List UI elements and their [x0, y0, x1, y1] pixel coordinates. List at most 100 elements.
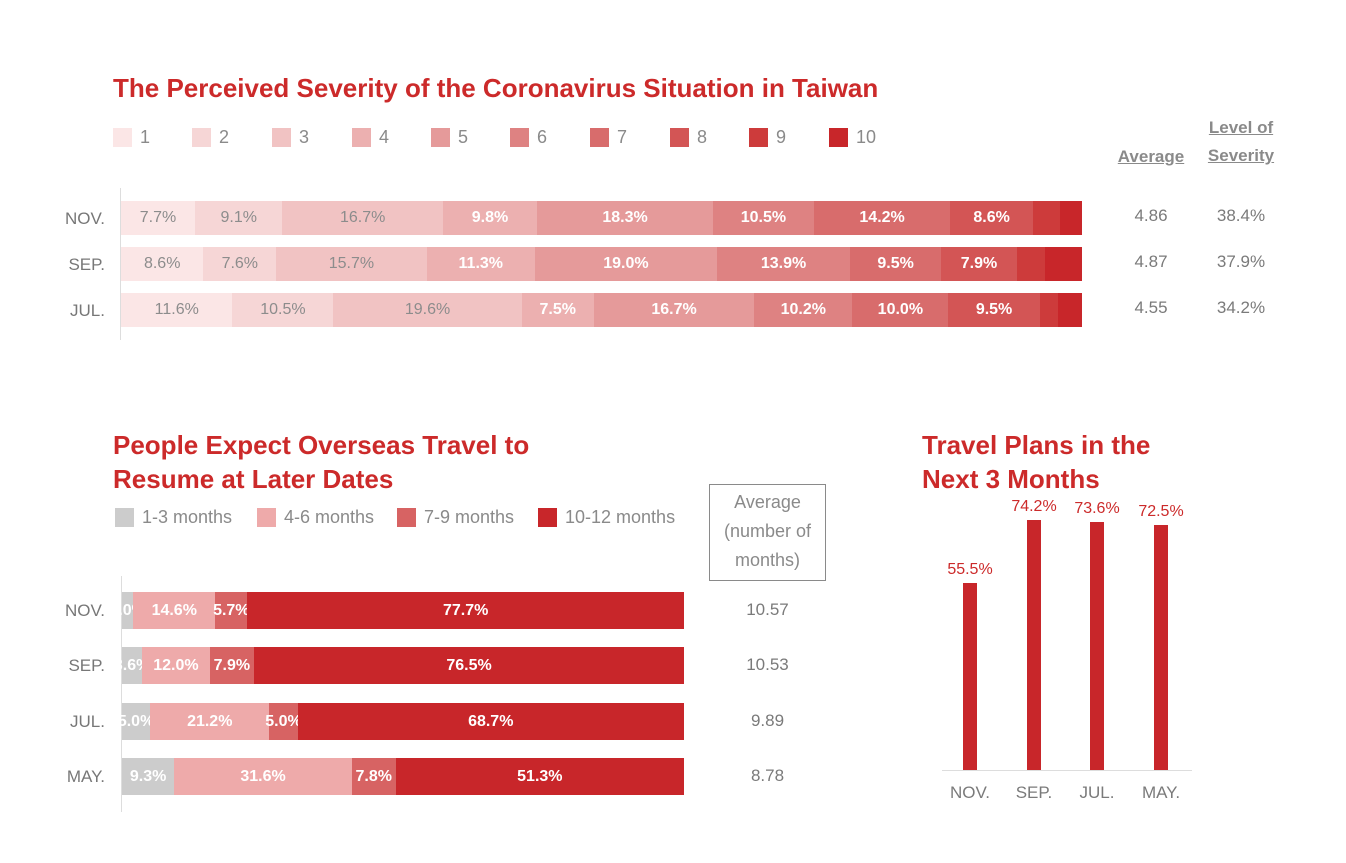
severity-bar-segment-2: 10.5% [232, 293, 334, 327]
severity-level-value: 38.4% [1216, 206, 1266, 225]
severity-average-value: 4.86 [1134, 206, 1168, 225]
plans-baseline [942, 770, 1192, 771]
plans-bar [1027, 519, 1041, 770]
severity-legend-swatch [670, 128, 689, 147]
overseas-legend-label: 7-9 months [424, 507, 515, 527]
severity-bar-segment-10 [1057, 293, 1082, 327]
severity-average-value: 4.55 [1134, 298, 1168, 317]
severity-legend-swatch [352, 128, 371, 147]
overseas-legend-item: 1-3 months [115, 507, 232, 528]
severity-legend-item-4: 4 [352, 127, 389, 148]
overseas-bar-segment: 68.7% [297, 703, 684, 740]
severity-bar-segment-10 [1044, 247, 1082, 281]
severity-legend-label: 9 [776, 127, 787, 147]
severity-bar-segment-2: 7.6% [203, 247, 277, 281]
overseas-average-value: 10.53 [746, 655, 789, 674]
overseas-bar-segment: 7.9% [209, 647, 255, 684]
severity-legend-swatch [192, 128, 211, 147]
severity-bar-segment-8: 8.6% [950, 201, 1033, 235]
overseas-row-label: JUL. [70, 712, 105, 731]
overseas-average-value: 9.89 [750, 711, 785, 730]
severity-bar-segment-8: 7.9% [941, 247, 1017, 281]
plans-category-label: JUL. [1079, 783, 1115, 802]
severity-row-label: NOV. [64, 209, 105, 228]
severity-bar-segment-6: 13.9% [716, 247, 851, 281]
overseas-legend-swatch [257, 508, 276, 527]
severity-level-value: 37.9% [1216, 252, 1266, 271]
overseas-bar-segment: 5.0% [265, 703, 302, 740]
plans-chart-title: Travel Plans in the Next 3 Months [922, 430, 1151, 494]
overseas-row-label: SEP. [68, 656, 105, 675]
severity-legend-item-7: 7 [590, 127, 627, 148]
plans-category-label: NOV. [949, 783, 990, 802]
severity-bar-segment-5: 19.0% [534, 247, 717, 281]
overseas-legend-swatch [397, 508, 416, 527]
overseas-bar-segment: 2.0% [109, 592, 146, 629]
severity-bar-segment-10 [1059, 201, 1082, 235]
severity-legend-label: 4 [379, 127, 390, 147]
severity-level-header: Level of Severity [1207, 118, 1275, 165]
severity-legend-label: 6 [537, 127, 548, 147]
plans-bar [963, 582, 977, 770]
severity-legend-label: 8 [697, 127, 708, 147]
overseas-row-label: MAY. [66, 767, 105, 786]
severity-legend-swatch [829, 128, 848, 147]
overseas-bar-segment: 7.8% [351, 758, 396, 795]
severity-bar-segment-2: 9.1% [194, 201, 283, 235]
overseas-bar-segment: 9.3% [122, 758, 175, 795]
severity-bar-segment-1: 7.7% [121, 201, 195, 235]
severity-bar-segment-9 [1039, 293, 1058, 327]
severity-legend-item-2: 2 [192, 127, 229, 148]
plans-bar-label: 73.6% [1074, 499, 1120, 517]
severity-legend-item-9: 9 [749, 127, 786, 148]
severity-legend-label: 2 [219, 127, 230, 147]
severity-bar-segment-7: 9.5% [850, 247, 942, 281]
overseas-chart-title: People Expect Overseas Travel to Resume … [113, 430, 530, 494]
overseas-bar-segment: 31.6% [174, 758, 352, 795]
overseas-legend-item: 10-12 months [538, 507, 675, 528]
overseas-legend-label: 10-12 months [565, 507, 676, 527]
overseas-row-label: NOV. [64, 601, 105, 620]
severity-legend-label: 5 [458, 127, 469, 147]
plans-bar-label: 72.5% [1138, 503, 1184, 521]
severity-bar-segment-4: 11.3% [426, 247, 535, 281]
severity-legend-swatch [510, 128, 529, 147]
severity-legend-swatch [749, 128, 768, 147]
severity-bar-segment-7: 10.0% [852, 293, 949, 327]
severity-legend-swatch [272, 128, 291, 147]
severity-legend-item-5: 5 [431, 127, 468, 148]
overseas-bar-segment: 5.7% [213, 592, 250, 629]
plans-bar-label: 55.5% [947, 560, 993, 578]
overseas-bar-segment: 5.0% [118, 703, 154, 740]
overseas-legend-label: 1-3 months [142, 507, 233, 527]
severity-legend-label: 10 [856, 127, 877, 147]
severity-bar-segment-1: 8.6% [121, 247, 204, 281]
overseas-average-value: 10.57 [746, 600, 789, 619]
severity-legend-swatch [113, 128, 132, 147]
severity-bar-segment-8: 9.5% [948, 293, 1040, 327]
severity-legend-swatch [590, 128, 609, 147]
severity-bar-segment-3: 16.7% [282, 201, 443, 235]
overseas-bar-segment: 3.6% [114, 647, 150, 684]
plans-bar [1154, 525, 1168, 770]
severity-chart-title: The Perceived Severity of the Coronaviru… [113, 73, 879, 103]
severity-axis-line [120, 188, 121, 340]
severity-bar-segment-3: 15.7% [276, 247, 427, 281]
severity-bar-segment-4: 7.5% [521, 293, 594, 327]
overseas-bar-segment: 76.5% [254, 647, 684, 684]
severity-average-value: 4.87 [1134, 252, 1168, 271]
severity-bar-segment-1: 11.6% [121, 293, 233, 327]
severity-bar-segment-6: 10.2% [754, 293, 853, 327]
severity-legend-item-6: 6 [510, 127, 547, 148]
overseas-legend-label: 4-6 months [284, 507, 375, 527]
severity-average-header: Average [1117, 147, 1185, 166]
overseas-bar-segment: 14.6% [133, 592, 216, 629]
overseas-legend-item: 7-9 months [397, 507, 514, 528]
severity-legend-label: 3 [299, 127, 310, 147]
severity-legend-item-8: 8 [670, 127, 707, 148]
severity-bar-segment-5: 18.3% [537, 201, 713, 235]
overseas-axis-line [121, 576, 122, 812]
severity-bar-segment-4: 9.8% [442, 201, 538, 235]
overseas-legend-swatch [538, 508, 557, 527]
plans-category-label: SEP. [1015, 783, 1053, 802]
